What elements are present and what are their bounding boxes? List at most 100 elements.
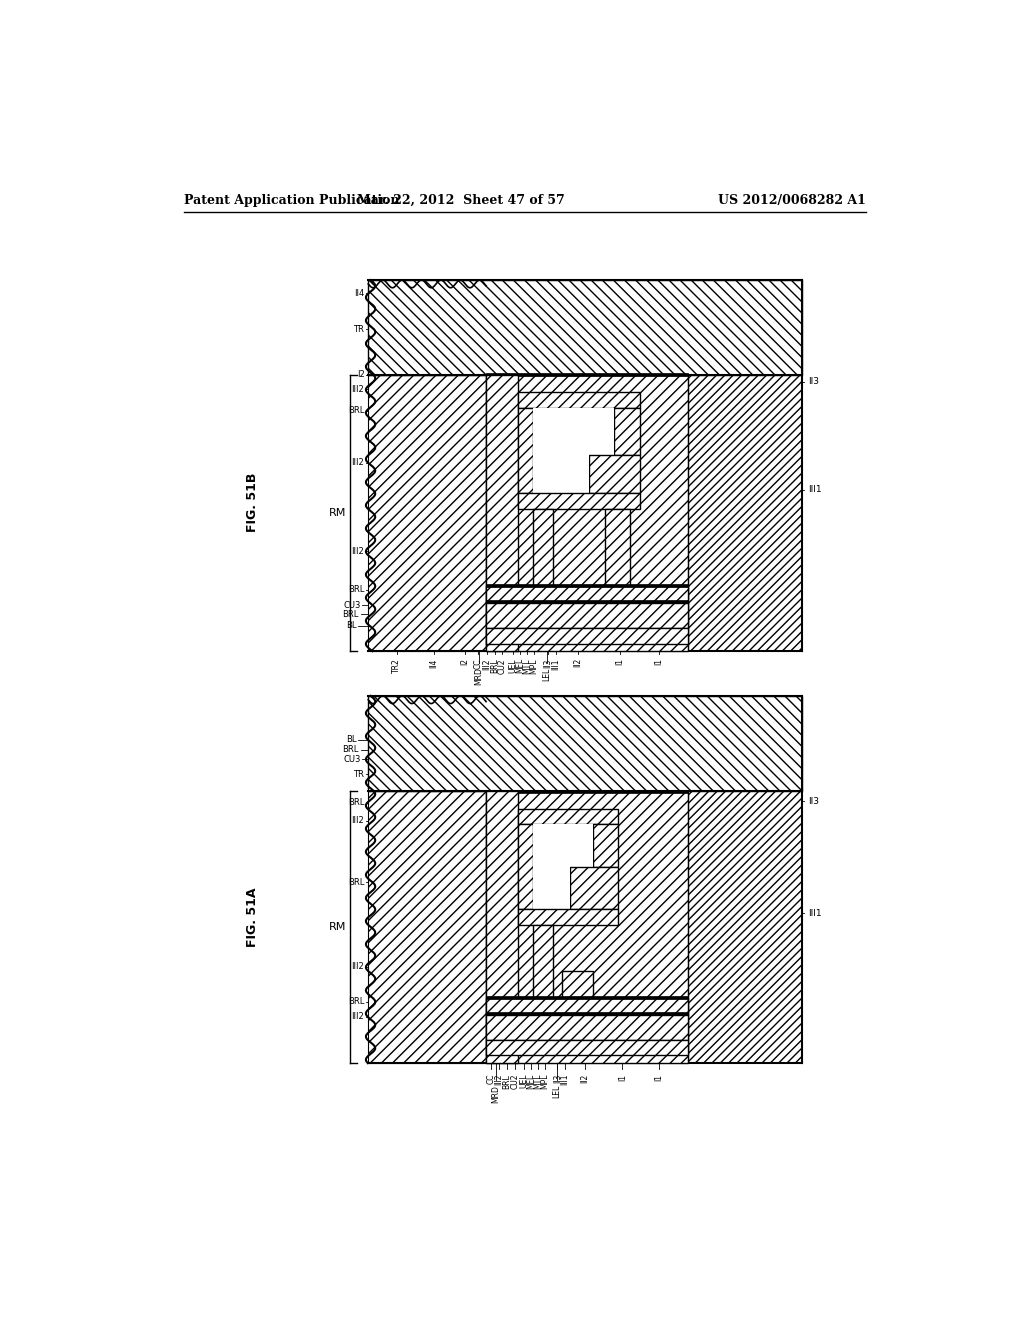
- Text: BRL: BRL: [348, 878, 365, 887]
- Text: I2: I2: [461, 659, 470, 665]
- Polygon shape: [369, 696, 802, 792]
- Bar: [604, 508, 630, 586]
- Text: LEL: LEL: [552, 1085, 561, 1098]
- Text: LEL: LEL: [542, 668, 551, 681]
- Bar: [687, 696, 802, 1063]
- Text: BL: BL: [346, 622, 356, 630]
- Bar: [614, 408, 640, 455]
- Text: III2: III2: [351, 1012, 365, 1022]
- Text: III2: III2: [351, 816, 365, 825]
- Bar: [486, 792, 687, 1063]
- Bar: [486, 997, 687, 999]
- Text: MTL: MTL: [522, 659, 531, 673]
- Text: CU3: CU3: [343, 755, 360, 763]
- Text: MPL: MPL: [529, 659, 539, 673]
- Bar: [486, 998, 687, 1015]
- Text: Mar. 22, 2012  Sheet 47 of 57: Mar. 22, 2012 Sheet 47 of 57: [357, 194, 565, 207]
- Bar: [486, 585, 687, 587]
- Bar: [486, 374, 687, 376]
- Text: III1: III1: [560, 1074, 569, 1085]
- Bar: [486, 599, 687, 603]
- Text: III2: III2: [351, 385, 365, 393]
- Bar: [518, 825, 534, 909]
- Text: BRL: BRL: [343, 746, 359, 754]
- Text: CC: CC: [474, 659, 482, 669]
- Text: II2: II2: [573, 659, 582, 668]
- Text: II3: II3: [553, 1074, 562, 1084]
- Bar: [486, 375, 518, 651]
- Text: CU2: CU2: [498, 659, 507, 673]
- Bar: [518, 809, 617, 825]
- Text: BRL: BRL: [490, 659, 499, 673]
- Text: BRL: BRL: [348, 407, 365, 416]
- Bar: [486, 375, 687, 651]
- Text: MFL: MFL: [526, 1074, 536, 1089]
- Text: Patent Application Publication: Patent Application Publication: [183, 194, 399, 207]
- Bar: [518, 408, 534, 494]
- Bar: [486, 1015, 687, 1040]
- Polygon shape: [369, 280, 802, 375]
- Bar: [569, 867, 617, 909]
- Bar: [562, 970, 593, 998]
- Text: I1: I1: [654, 1074, 664, 1081]
- Text: BRL: BRL: [348, 585, 365, 594]
- Text: TR: TR: [353, 770, 365, 779]
- Text: II4: II4: [430, 659, 438, 668]
- Text: MRD: MRD: [492, 1085, 501, 1102]
- Bar: [518, 909, 617, 924]
- Text: I1: I1: [615, 659, 625, 665]
- Text: BRL: BRL: [503, 1074, 511, 1089]
- Text: CC: CC: [486, 1074, 496, 1085]
- Text: MFL: MFL: [516, 659, 524, 673]
- Bar: [593, 825, 617, 867]
- Bar: [534, 825, 593, 867]
- Text: BRL: BRL: [348, 799, 365, 808]
- Text: BRL: BRL: [348, 997, 365, 1006]
- Text: III1: III1: [808, 484, 821, 494]
- Text: CU3: CU3: [343, 601, 360, 610]
- Bar: [518, 392, 640, 408]
- Text: UEL: UEL: [519, 1074, 528, 1089]
- Bar: [369, 792, 486, 1063]
- Bar: [518, 494, 640, 508]
- Bar: [534, 867, 569, 909]
- Text: FIG. 51B: FIG. 51B: [246, 473, 258, 532]
- Text: MPL: MPL: [541, 1074, 550, 1089]
- Bar: [687, 280, 802, 651]
- Text: II3: II3: [808, 378, 818, 387]
- Text: RM: RM: [329, 921, 346, 932]
- Bar: [534, 455, 589, 494]
- Bar: [486, 789, 687, 793]
- Text: III2: III2: [351, 546, 365, 556]
- Text: US 2012/0068282 A1: US 2012/0068282 A1: [718, 194, 866, 207]
- Text: I1: I1: [654, 659, 664, 665]
- Text: MRD: MRD: [474, 668, 483, 685]
- Bar: [486, 792, 518, 1063]
- Text: II2: II2: [581, 1074, 590, 1084]
- Bar: [486, 1011, 687, 1015]
- Text: III2: III2: [482, 659, 492, 669]
- Text: III2: III2: [495, 1074, 504, 1085]
- Text: UEL: UEL: [509, 659, 518, 673]
- Text: II3: II3: [544, 659, 553, 668]
- Text: FIG. 51A: FIG. 51A: [246, 887, 258, 946]
- Text: II4: II4: [354, 289, 365, 297]
- Bar: [534, 408, 614, 455]
- Text: TR: TR: [353, 325, 365, 334]
- Bar: [486, 603, 687, 628]
- Bar: [534, 508, 553, 586]
- Text: BRL: BRL: [343, 610, 359, 619]
- Text: III1: III1: [551, 659, 560, 669]
- Bar: [486, 628, 687, 644]
- Text: MTL: MTL: [534, 1074, 543, 1089]
- Bar: [486, 586, 687, 603]
- Text: III2: III2: [351, 962, 365, 972]
- Text: BL: BL: [346, 735, 356, 744]
- Bar: [589, 455, 640, 494]
- Text: III2: III2: [351, 458, 365, 467]
- Bar: [534, 924, 553, 998]
- Bar: [369, 375, 486, 651]
- Text: CU2: CU2: [510, 1074, 519, 1089]
- Text: I2: I2: [356, 371, 365, 379]
- Text: TR2: TR2: [392, 659, 401, 673]
